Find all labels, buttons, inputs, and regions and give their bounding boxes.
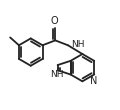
Text: NH: NH (50, 70, 63, 79)
Text: N: N (90, 76, 97, 86)
Text: O: O (51, 16, 58, 26)
Text: NH: NH (71, 40, 84, 49)
